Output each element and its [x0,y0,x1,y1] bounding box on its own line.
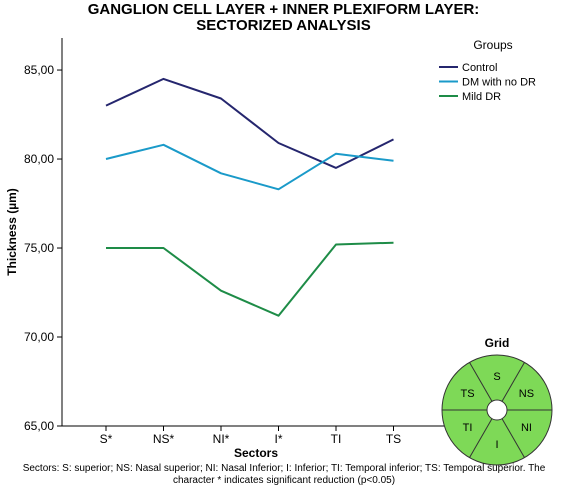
x-axis-label: Sectors [234,446,278,460]
grid-sector-label: I [495,439,498,451]
y-ticks: 65,00 70,00 75,00 80,00 85,00 [24,63,62,433]
y-tick-label: 65,00 [24,419,54,433]
legend: Groups Control DM with no DR Mild DR [439,38,536,103]
y-tick-label: 85,00 [24,63,54,77]
x-tick-label: TS [386,432,401,446]
legend-label: Control [462,62,497,74]
x-tick-label: NI* [213,432,230,446]
series-line-mild-dr [106,241,394,317]
grid-divider [469,362,493,402]
footnote-line-2: character * indicates significant reduct… [172,475,396,486]
sector-grid: Grid S NS NI I TI TS [441,336,553,466]
x-tick-label: TI [331,432,342,446]
y-tick-label: 80,00 [24,152,54,166]
grid-sector-label: NS [519,388,534,400]
legend-label: DM with no DR [462,77,536,89]
y-axis-label: Thickness (µm) [5,188,19,276]
series-line-control [105,77,394,169]
series-line-dm-with-no-dr [105,143,394,191]
legend-label: Mild DR [462,91,501,103]
grid-divider [501,362,525,402]
x-ticks: S* NS* NI* I* TI TS [100,426,401,446]
x-tick-label: NS* [153,432,175,446]
grid-sector-label: TI [463,422,473,434]
chart-title-line-1: GANGLION CELL LAYER + INNER PLEXIFORM LA… [87,1,480,18]
grid-sector-label: NI [521,422,532,434]
grid-divider [469,418,493,458]
x-tick-label: S* [100,432,113,446]
y-tick-label: 70,00 [24,330,54,344]
grid-sector-label: TS [461,388,475,400]
x-tick-label: I* [274,432,282,446]
grid-divider [501,418,525,458]
chart-title-line-2: SECTORIZED ANALYSIS [196,17,371,34]
y-tick-label: 75,00 [24,241,54,255]
grid-title: Grid [485,336,510,350]
grid-center-circle [486,399,508,421]
footnote-line-1: Sectors: S: superior; NS: Nasal superior… [22,463,546,474]
legend-title: Groups [473,38,512,52]
grid-sector-label: S [493,371,500,383]
series-lines [105,77,394,317]
